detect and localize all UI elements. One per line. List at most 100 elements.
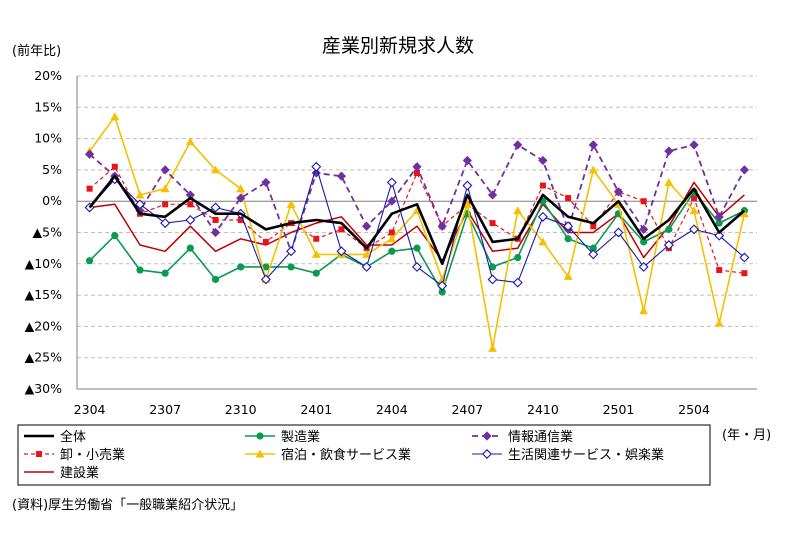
legend-label: 建設業 [60, 465, 99, 481]
data-point [716, 267, 723, 274]
data-point [537, 211, 548, 222]
data-point [111, 232, 119, 240]
x-tick-labels: 2304 2307 2310 2401 2404 2407 2410 2501 2504 [74, 402, 710, 417]
data-point [262, 263, 270, 271]
data-point [261, 177, 271, 188]
legend-entry: 建設業 [24, 465, 99, 481]
legend-box [17, 424, 711, 486]
y-tick-label: ▲10% [25, 256, 63, 271]
data-point [590, 223, 597, 230]
y-tick-label: ▲15% [25, 287, 63, 302]
data-point [740, 209, 749, 218]
data-point [513, 206, 523, 215]
x-tick-label: 2410 [527, 402, 559, 417]
data-point [211, 165, 220, 174]
data-point [361, 261, 372, 272]
data-point [185, 215, 196, 225]
x-tick-label: 2407 [451, 402, 483, 417]
data-point [488, 263, 497, 271]
legend-label: 生活関連サービス・娯楽業 [508, 447, 664, 463]
data-point [513, 140, 523, 150]
data-point [312, 269, 320, 277]
data-point [134, 199, 145, 210]
data-point [260, 274, 271, 285]
data-point [185, 190, 195, 200]
data-point [588, 249, 599, 260]
data-point [387, 196, 397, 206]
data-point [714, 212, 724, 222]
legend-entry: 生活関連サービス・娯楽業 [472, 447, 664, 463]
data-point [512, 277, 523, 288]
data-point [386, 177, 397, 188]
data-point [565, 195, 572, 202]
data-point [236, 193, 246, 203]
data-point [613, 227, 624, 238]
data-point [563, 271, 573, 280]
data-point [739, 252, 750, 263]
data-point [638, 261, 649, 272]
data-point [487, 274, 498, 285]
data-point [488, 343, 497, 352]
data-point [86, 185, 93, 192]
y-tick-label: 15% [34, 99, 62, 114]
data-point [135, 190, 145, 199]
data-point [210, 202, 221, 213]
y-tick-label: 5% [42, 162, 62, 177]
data-point [487, 190, 498, 200]
data-point [691, 195, 698, 202]
data-point [160, 165, 170, 175]
data-point [413, 244, 421, 252]
legend-entry: 宿泊・飲食サービス業 [245, 447, 411, 463]
data-point [185, 137, 195, 146]
data-point [336, 246, 347, 257]
data-point [311, 161, 322, 172]
data-point [437, 221, 447, 231]
series-2 [84, 140, 750, 256]
data-point [640, 238, 648, 246]
data-point [161, 269, 169, 277]
data-point [387, 234, 397, 243]
data-point [639, 306, 649, 315]
series-6 [89, 181, 745, 262]
y-axis-label: (前年比) [12, 43, 61, 59]
chart-title: 産業別新規求人数 [322, 35, 474, 57]
series-group [84, 112, 750, 352]
data-point [237, 216, 244, 223]
data-point [311, 250, 321, 258]
legend-entry: 卸・小売業 [24, 447, 125, 463]
data-point [462, 199, 472, 208]
legend-label: 卸・小売業 [60, 447, 125, 463]
data-point [462, 155, 472, 166]
data-point [162, 201, 169, 208]
legend-marker [36, 451, 42, 457]
x-tick-label: 2307 [149, 402, 181, 417]
x-tick-label: 2304 [74, 402, 106, 417]
legend-entry: 全体 [24, 429, 86, 445]
data-point [664, 146, 674, 156]
series-5 [84, 161, 750, 291]
data-point [338, 226, 345, 233]
data-point [689, 206, 699, 215]
data-point [212, 216, 219, 223]
x-tick-label: 2501 [603, 402, 635, 417]
data-point [210, 227, 221, 238]
data-point [538, 155, 548, 166]
series-line [88, 174, 746, 266]
data-point [563, 221, 574, 232]
data-point [412, 162, 422, 172]
data-point [336, 171, 347, 181]
data-point [362, 221, 372, 231]
data-point [438, 288, 446, 296]
y-tick-label: ▲30% [25, 381, 63, 396]
data-point [714, 230, 725, 241]
data-point [489, 220, 496, 227]
data-point [236, 184, 246, 193]
y-tick-label: 0% [42, 193, 62, 208]
y-tick-label: ▲20% [25, 318, 63, 333]
data-point [160, 184, 170, 193]
data-point [640, 198, 647, 205]
series-line [89, 166, 745, 274]
data-point [414, 170, 420, 177]
